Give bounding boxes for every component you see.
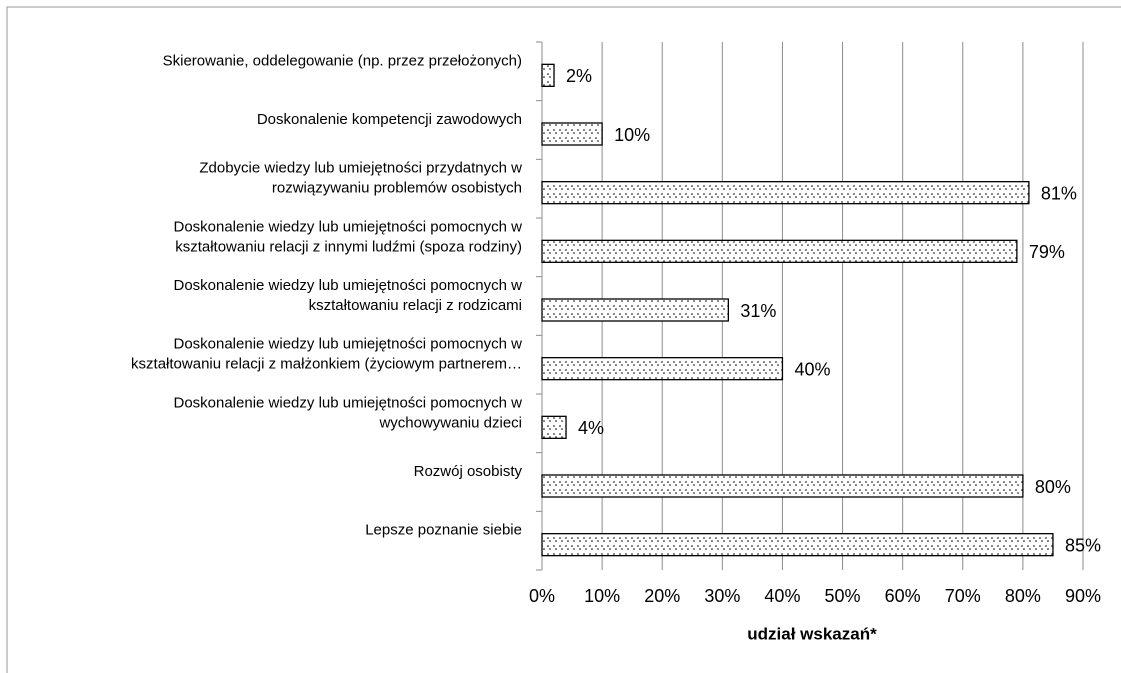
bar [541,298,729,322]
value-label: 79% [1029,242,1065,262]
category-label-line: Doskonalenie wiedzy lub umiejętności pom… [173,277,522,294]
bar [541,63,555,87]
x-tick-label: 90% [1065,586,1101,606]
x-tick-label: 20% [644,586,680,606]
bar [541,533,1054,557]
value-label: 10% [614,125,650,145]
bar [541,474,1024,498]
category-label-line: Doskonalenie wiedzy lub umiejętności pom… [173,394,522,411]
category-label-line: Zdobycie wiedzy lub umiejętności przydat… [199,160,522,177]
x-tick-label: 70% [945,586,981,606]
category-label: Doskonalenie wiedzy lub umiejętności pom… [173,394,522,431]
category-label: Rozwój osobisty [414,463,523,480]
bar [541,239,1018,263]
category-label-line: Doskonalenie wiedzy lub umiejętności pom… [173,336,522,353]
x-axis-title: udział wskazań* [747,624,877,643]
value-label: 31% [740,301,776,321]
x-tick-label: 30% [704,586,740,606]
category-label: Doskonalenie wiedzy lub umiejętności pom… [173,218,522,255]
category-label-line: Doskonalenie wiedzy lub umiejętności pom… [173,218,522,235]
category-label-line: Rozwój osobisty [414,463,523,480]
category-label: Lepsze poznanie siebie [365,522,522,539]
x-tick-label: 10% [584,586,620,606]
x-tick-label: 50% [825,586,861,606]
value-label: 80% [1035,477,1071,497]
category-label-line: rozwiązywaniu problemów osobistych [272,180,522,197]
x-tick-label: 80% [1005,586,1041,606]
category-label: Zdobycie wiedzy lub umiejętności przydat… [199,160,522,197]
value-label: 4% [578,418,604,438]
x-tick-label: 0% [529,586,555,606]
category-label-line: Doskonalenie kompetencji zawodowych [257,111,522,128]
category-label-line: Lepsze poznanie siebie [365,522,522,539]
category-label-line: kształtowaniu relacji z rodzicami [309,297,522,314]
value-label: 40% [794,359,830,379]
category-label-line: kształtowaniu relacji z małżonkiem (życi… [131,356,522,373]
x-tick-label: 60% [885,586,921,606]
bar [541,415,567,439]
bar [541,357,784,381]
bar [541,181,1030,205]
bar [541,122,603,146]
category-label-line: Skierowanie, oddelegowanie (np. przez pr… [163,52,522,69]
value-label: 2% [566,66,592,86]
category-label: Doskonalenie kompetencji zawodowych [257,111,522,128]
chart-border [6,6,1121,673]
category-label: Doskonalenie wiedzy lub umiejętności pom… [131,336,522,373]
category-label-line: kształtowaniu relacji z innymi ludźmi (s… [175,238,522,255]
x-tick-label: 40% [764,586,800,606]
value-label: 85% [1065,535,1101,555]
category-label-line: wychowywaniu dzieci [378,414,522,431]
value-label: 81% [1041,183,1077,203]
category-label: Doskonalenie wiedzy lub umiejętności pom… [173,277,522,314]
category-label: Skierowanie, oddelegowanie (np. przez pr… [163,52,522,69]
